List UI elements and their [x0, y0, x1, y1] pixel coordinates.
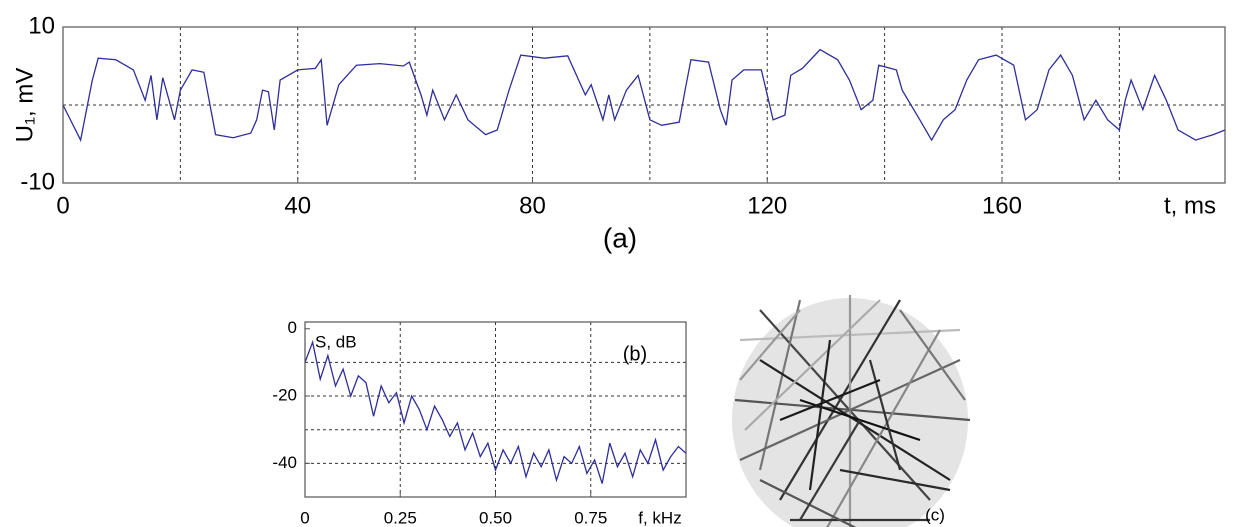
- signal-line: [304, 339, 687, 484]
- trajectory: [739, 309, 801, 381]
- trajectory: [779, 378, 881, 422]
- x-tick-label: 80: [519, 192, 546, 219]
- y-tick-label: -20: [272, 386, 297, 405]
- y-axis-label: S, dB: [315, 332, 357, 351]
- y-tick-label: -40: [272, 453, 297, 472]
- plot-frame: [304, 321, 687, 498]
- signal-line: [62, 48, 1226, 143]
- x-tick-label: 0.25: [384, 508, 417, 527]
- panel-caption: (a): [603, 222, 637, 253]
- attractor-image: [732, 295, 971, 527]
- plot-frame: [62, 26, 1226, 184]
- trajectory: [779, 299, 901, 501]
- y-tick-label: 10: [28, 12, 55, 39]
- x-tick-label: 0: [56, 192, 69, 219]
- x-tick-label: 0.50: [479, 508, 512, 527]
- trajectory: [739, 358, 961, 462]
- x-tick-label: 120: [747, 192, 787, 219]
- y-axis-label: U₁, mV: [11, 68, 38, 143]
- x-tick-label: 0: [300, 508, 309, 527]
- trajectory: [868, 359, 902, 471]
- x-tick-label: 40: [284, 192, 311, 219]
- trajectory: [826, 329, 941, 527]
- x-tick-label: 160: [982, 192, 1022, 219]
- trajectory: [808, 339, 832, 491]
- trajectory: [759, 309, 931, 501]
- trajectory: [759, 359, 951, 481]
- trajectory: [899, 309, 966, 401]
- panel-caption: (b): [623, 343, 647, 365]
- x-axis-label: f, kHz: [638, 508, 681, 527]
- y-tick-label: 0: [288, 318, 297, 337]
- image-caption: (c): [925, 505, 945, 524]
- x-tick-label: 0.75: [574, 508, 607, 527]
- x-axis-label: t, ms: [1164, 192, 1216, 219]
- trajectory: [799, 419, 861, 521]
- trajectory: [758, 299, 802, 471]
- y-tick-label: -10: [20, 168, 55, 195]
- trajectory: [839, 468, 951, 492]
- trajectory: [744, 299, 881, 431]
